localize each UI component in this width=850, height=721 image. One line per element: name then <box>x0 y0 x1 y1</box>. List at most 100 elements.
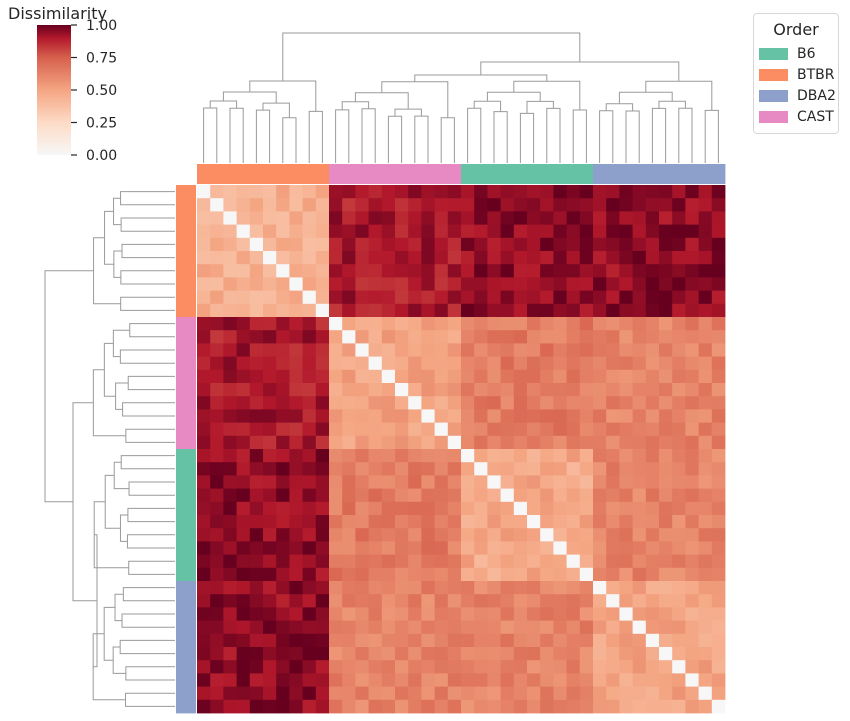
heatmap-cell <box>289 594 303 608</box>
column-dendrogram <box>203 32 719 163</box>
heatmap-cell <box>672 290 686 305</box>
heatmap-cell <box>672 277 686 291</box>
heatmap-cell <box>368 356 383 371</box>
colorbar-gradient <box>37 25 71 155</box>
heatmap-cell <box>447 264 462 278</box>
heatmap-cell <box>197 396 211 410</box>
heatmap-cell <box>619 501 633 516</box>
heatmap-cell <box>302 449 317 463</box>
heatmap-cell <box>487 528 501 542</box>
heatmap-cell <box>593 594 607 608</box>
heatmap-cell <box>355 528 369 542</box>
heatmap-cell <box>619 422 633 437</box>
dendrogram-link <box>104 474 121 529</box>
heatmap-cell <box>474 317 488 331</box>
heatmap-cell <box>249 383 264 397</box>
heatmap-cell <box>276 660 290 674</box>
heatmap-cell <box>381 409 396 423</box>
heatmap-cell <box>540 554 554 569</box>
heatmap-cell <box>289 633 303 648</box>
heatmap-cell <box>276 567 290 582</box>
heatmap-cell <box>408 554 422 569</box>
heatmap-cell <box>355 475 369 489</box>
heatmap-cell <box>368 396 383 410</box>
heatmap-cell <box>368 673 383 687</box>
heatmap-cell <box>711 528 726 542</box>
heatmap-cell <box>527 541 541 555</box>
heatmap-cell <box>289 396 303 410</box>
heatmap-cell <box>329 528 343 542</box>
heatmap-cell <box>513 422 528 437</box>
heatmap-cell <box>500 699 515 714</box>
heatmap-cell <box>302 607 317 621</box>
heatmap-cell <box>672 409 686 423</box>
heatmap-cell <box>342 343 356 357</box>
heatmap-cell <box>619 541 633 555</box>
heatmap-cell <box>527 488 541 503</box>
heatmap-cell <box>381 501 396 516</box>
heatmap-cell <box>698 317 713 331</box>
heatmap-cell <box>645 501 660 516</box>
heatmap-cell <box>210 528 224 542</box>
heatmap-cell <box>500 462 515 476</box>
colorbar-tick-label: 0.00 <box>86 148 117 164</box>
heatmap-cell <box>302 528 317 542</box>
heatmap-cell <box>249 396 264 410</box>
heatmap-cell <box>434 541 449 555</box>
heatmap-cell <box>553 462 567 476</box>
heatmap-cell <box>685 686 699 701</box>
heatmap-cell <box>619 264 633 278</box>
heatmap-cell <box>698 475 713 489</box>
heatmap-cell <box>513 633 528 648</box>
heatmap-cell <box>421 607 435 621</box>
heatmap-cell <box>263 251 277 265</box>
heatmap-cell <box>593 449 607 463</box>
heatmap-cell <box>447 211 462 225</box>
heatmap-cell <box>381 422 396 437</box>
heatmap-cell <box>540 343 554 357</box>
heatmap-cell <box>342 330 356 344</box>
heatmap-cell <box>500 581 515 595</box>
dendrogram-link <box>546 107 561 163</box>
heatmap-cell <box>408 673 422 687</box>
heatmap-cell <box>606 303 620 318</box>
heatmap-cell <box>302 264 317 278</box>
heatmap-cell <box>368 317 383 331</box>
heatmap-cell <box>342 317 356 331</box>
heatmap-cell <box>263 211 277 225</box>
heatmap-cell <box>513 237 528 252</box>
heatmap-cell <box>447 409 462 423</box>
heatmap-cell <box>685 409 699 423</box>
heatmap-cell <box>289 686 303 701</box>
column-color-cast <box>329 164 462 184</box>
heatmap-cell <box>276 290 290 305</box>
heatmap-cell <box>645 660 660 674</box>
heatmap-cell <box>645 264 660 278</box>
heatmap-cell <box>632 356 647 371</box>
heatmap-cell <box>553 330 567 344</box>
heatmap-cell <box>210 211 224 225</box>
heatmap-cell <box>645 567 660 582</box>
heatmap-cell <box>197 369 211 384</box>
heatmap-cell <box>566 686 581 701</box>
heatmap-cell <box>606 409 620 423</box>
heatmap-cell <box>236 567 251 582</box>
heatmap-cell <box>210 290 224 305</box>
heatmap-cell <box>513 488 528 503</box>
heatmap-cell <box>593 409 607 423</box>
heatmap-cell <box>487 660 501 674</box>
heatmap-cell <box>276 528 290 542</box>
heatmap-cell <box>329 277 343 291</box>
heatmap-cell <box>645 633 660 648</box>
heatmap-cell <box>527 528 541 542</box>
heatmap-cell <box>249 449 264 463</box>
heatmap-cell <box>395 343 409 357</box>
heatmap-cell <box>289 488 303 503</box>
dendrogram-link <box>209 100 238 109</box>
heatmap-cell <box>579 343 594 357</box>
heatmap-cell <box>685 383 699 397</box>
heatmap-cell <box>500 528 515 542</box>
heatmap-cell <box>223 567 237 582</box>
heatmap-cell <box>711 647 726 661</box>
heatmap-cell <box>223 541 237 555</box>
